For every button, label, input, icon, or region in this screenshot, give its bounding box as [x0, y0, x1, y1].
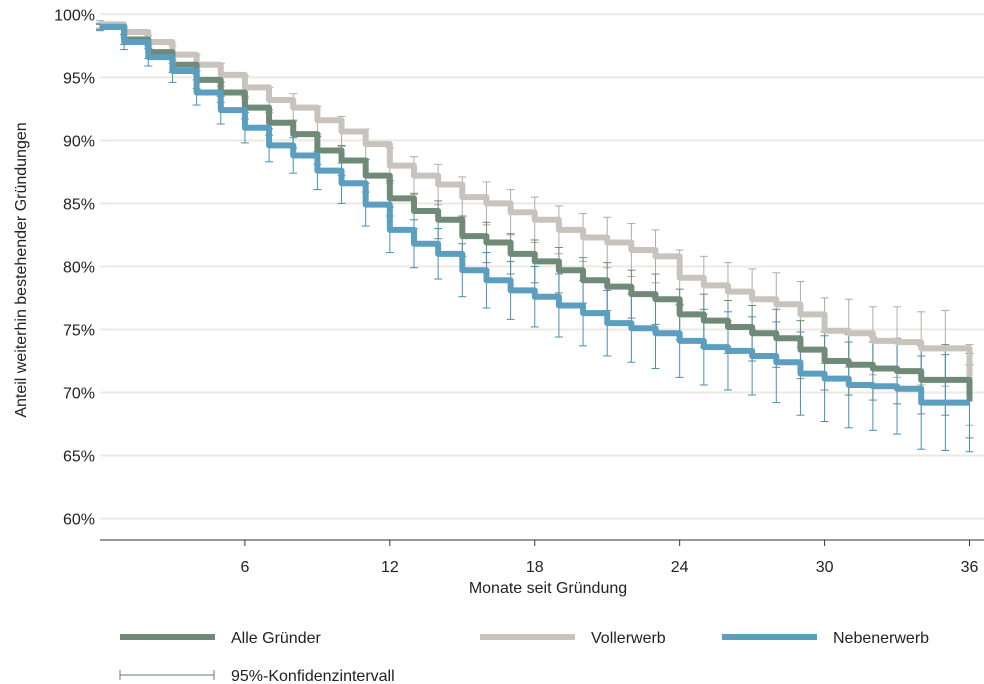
ci-group	[96, 20, 974, 426]
grid-lines	[100, 13, 984, 520]
x-tick-label: 30	[816, 559, 834, 576]
x-tick-label: 6	[240, 559, 249, 576]
y-tick-label: 85%	[63, 196, 95, 213]
legend-item: Alle Gründer	[120, 630, 321, 647]
series-lines	[100, 21, 973, 406]
y-tick-label: 60%	[63, 512, 95, 529]
series-line-alle-gr-nder	[100, 23, 973, 402]
y-tick-label: 100%	[54, 7, 95, 24]
legend-label: Alle Gründer	[231, 630, 321, 647]
y-tick-label: 90%	[63, 133, 95, 150]
series-line-vollerwerb	[100, 21, 973, 385]
x-axis-tick-labels: 6 12 18 24 30 36	[240, 559, 978, 576]
x-tick-label: 12	[381, 559, 399, 576]
x-axis	[100, 539, 984, 546]
x-tick-label: 24	[671, 559, 689, 576]
legend-item: Vollerwerb	[480, 630, 666, 647]
x-tick-label: 36	[961, 559, 979, 576]
ci-legend-label: 95%-Konfidenzintervall	[231, 668, 395, 684]
y-tick-label: 75%	[63, 322, 95, 339]
series-line-nebenerwerb	[100, 23, 970, 406]
legend: Alle Gründer Vollerwerb Nebenerwerb 95%-Kon…	[119, 630, 929, 684]
legend-label: Nebenerwerb	[833, 630, 929, 647]
x-axis-label: Monate seit Gründung	[469, 580, 627, 597]
y-tick-label: 95%	[63, 70, 95, 87]
y-axis-tick-labels: 60% 65% 70% 75% 80% 85% 90% 95% 100%	[54, 7, 95, 528]
legend-item-ci: 95%-Konfidenzintervall	[119, 668, 395, 684]
legend-label: Vollerwerb	[591, 630, 666, 647]
x-tick-label: 18	[526, 559, 544, 576]
legend-item: Nebenerwerb	[722, 630, 929, 647]
y-tick-label: 80%	[63, 259, 95, 276]
y-tick-label: 70%	[63, 386, 95, 403]
y-axis-label: Anteil weiterhin bestehender Gründungen	[13, 122, 30, 417]
confidence-intervals	[96, 20, 974, 453]
y-tick-label: 65%	[63, 449, 95, 466]
